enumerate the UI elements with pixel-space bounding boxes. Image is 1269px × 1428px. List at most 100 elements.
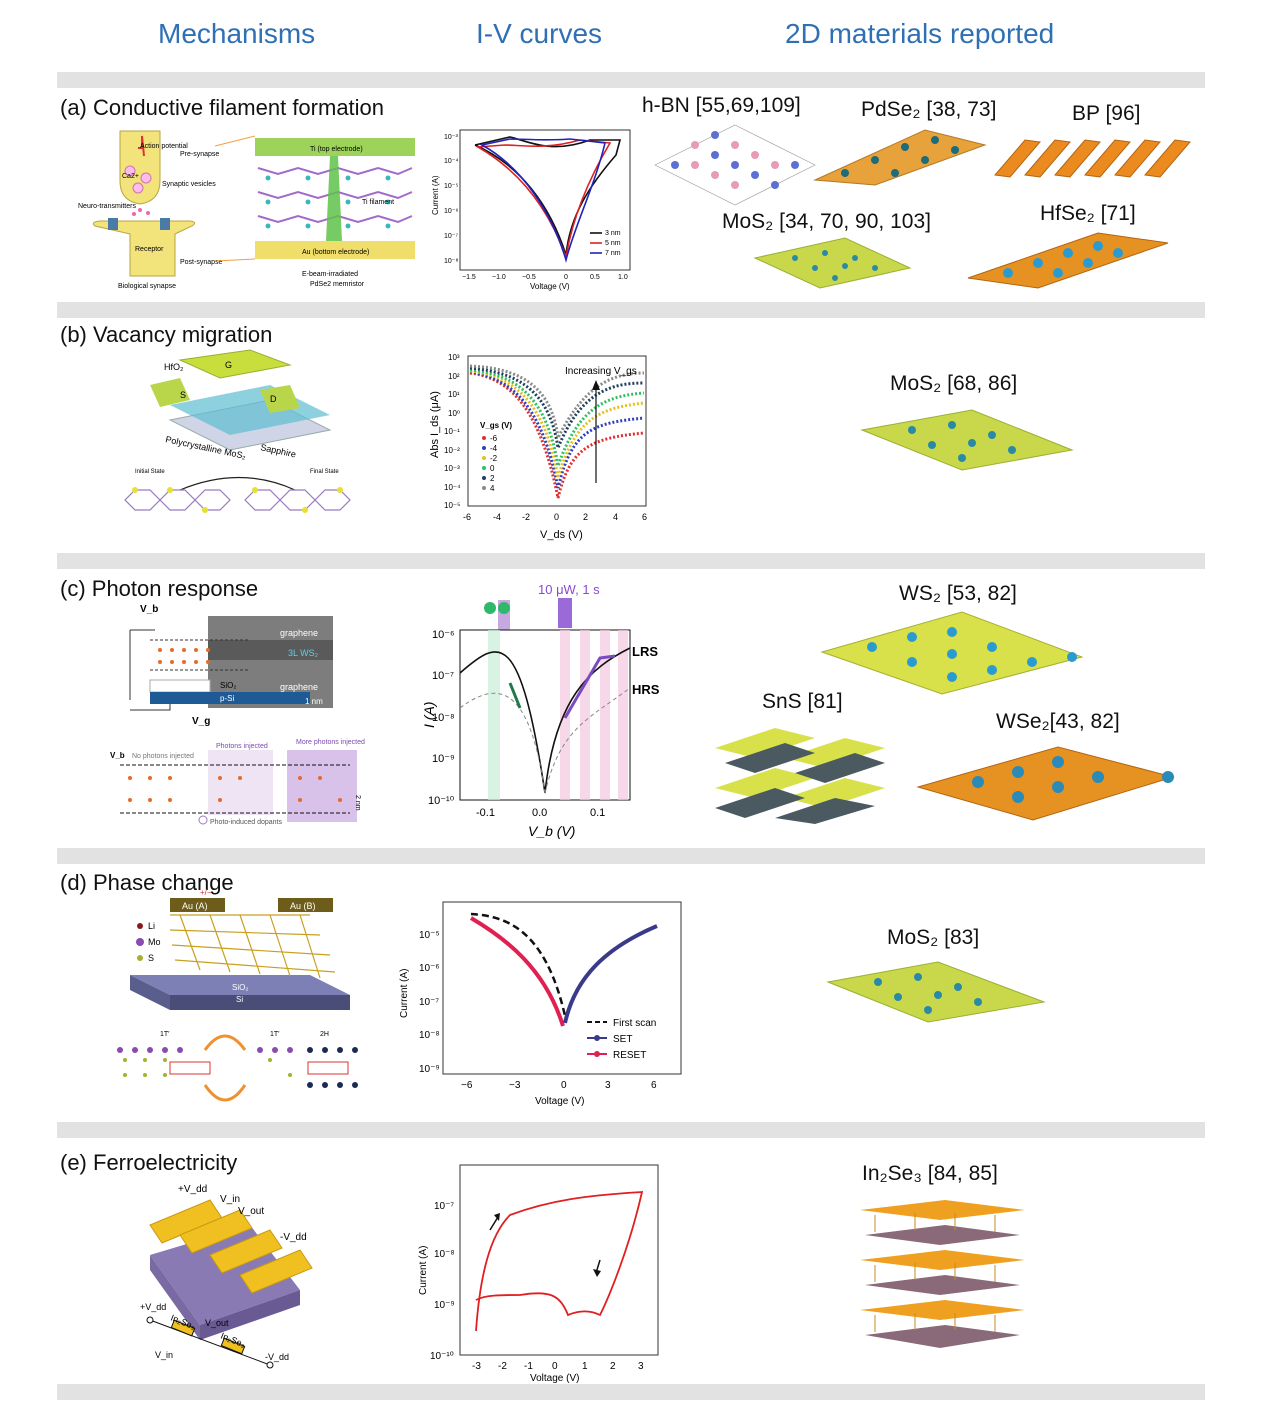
plot-a-ytick-2: 10⁻⁵: [444, 183, 458, 190]
mech-a-label-9: Ti filament: [362, 199, 394, 206]
separator-cd: [57, 848, 1205, 864]
mech-c-label-13: Photo-induced dopants: [210, 819, 282, 826]
drain-electrode: [260, 385, 300, 413]
plot-d-xtick-3: 3: [605, 1080, 611, 1091]
plot-b-legend-2: -2: [490, 454, 498, 463]
plot-e-xtick-2: -1: [524, 1361, 533, 1372]
plot-b-ytick-2: 10¹: [448, 390, 460, 399]
plot-c-xticks: -0.1 0.0 0.1: [476, 807, 605, 819]
mech-b-label-1: G: [225, 360, 232, 370]
mos2-layer-stack: [169, 914, 336, 979]
material-b-0: MoS₂ [68, 86]: [890, 372, 1018, 395]
mech-e-label-1: V_in: [220, 1194, 240, 1205]
material-a-2: BP [96]: [1072, 102, 1141, 125]
mech-b-label-0: HfO₂: [164, 362, 184, 372]
pdse2-atoms: [265, 175, 391, 229]
plot-d-legend: First scan SET RESET: [587, 1018, 656, 1061]
separator-bottom: [57, 1384, 1205, 1400]
plot-e-xtick-5: 2: [610, 1361, 616, 1372]
plot-b-legend-4: 2: [490, 474, 495, 483]
mech-e-label-9: V_in: [155, 1350, 173, 1360]
plot-a-xlabel: Voltage (V): [530, 282, 570, 291]
mech-e-label-4: +V_dd: [140, 1302, 166, 1312]
mech-a-label-12: PdSe2 memristor: [310, 281, 365, 288]
mech-d-label-9: 1T′: [270, 1031, 280, 1038]
mos2-structure-b: [860, 409, 1074, 471]
plot-d-set-curve: [563, 924, 658, 1024]
presynapse-shape: [119, 130, 161, 205]
mech-b-label-7: Final State: [310, 469, 339, 475]
plot-e-frame: [459, 1164, 659, 1356]
mos2-structure-a: [753, 237, 912, 289]
plot-d-xlabel: Voltage (V): [535, 1096, 584, 1107]
mech-b-label-2: S: [180, 390, 186, 400]
plot-e-hysteresis-loop: [475, 1191, 644, 1332]
psi-substrate: [150, 692, 310, 704]
plot-a-curve-7nm: [479, 138, 606, 263]
mech-a-label-4: Neuro-transmitters: [78, 203, 136, 210]
separator-de: [57, 1122, 1205, 1138]
mech-a-label-6: Post-synapse: [180, 259, 223, 266]
plot-d-reset-curve: [469, 916, 565, 1027]
material-c-0: WS₂ [53, 82]: [899, 582, 1017, 605]
plot-c-ylabel: I (A): [421, 702, 437, 728]
mech-c-label-10: Photons injected: [216, 743, 268, 750]
gate-electrode: [178, 349, 292, 379]
iv-plot-e: Current (A) Voltage (V) -3 -2 -1 0 1 2 3…: [418, 1164, 659, 1384]
plot-d-ytick-0: 10⁻⁵: [419, 930, 440, 941]
row-title-e: (e) Ferroelectricity: [60, 1150, 238, 1175]
mech-a-label-7: Biological synapse: [118, 283, 176, 290]
iv-plot-a: Current (A) Voltage (V) −1.5 −1.0 −0.5 0…: [431, 129, 631, 291]
plot-a-legend-0: 3 nm: [605, 230, 621, 237]
mech-e-label-3: -V_dd: [280, 1232, 307, 1243]
mech-c-label-6: 1 nm: [305, 697, 323, 706]
plot-a-frame: [459, 129, 631, 271]
plot-e-xlabel: Voltage (V): [530, 1373, 579, 1384]
plot-a-xtick-5: 1.0: [618, 274, 628, 281]
lattice-left: [124, 489, 231, 511]
mech-c-label-8: V_b: [110, 751, 125, 760]
mech-a-label-0: Action potential: [140, 143, 188, 150]
plot-b-legend-5: 4: [490, 484, 495, 493]
wse2-structure: [916, 746, 1175, 821]
mech-d-label-5: S: [148, 953, 154, 963]
mech-c-label-11: More photons injected: [296, 739, 365, 746]
ws2-lattice-stack: [150, 639, 250, 671]
mechanism-diagram-e: +V_dd V_in V_out -V_dd +V_dd In₂Se₃ V_ou…: [140, 1184, 313, 1369]
mech-b-label-3: D: [270, 394, 277, 404]
material-e-0: In₂Se₃ [84, 85]: [862, 1162, 998, 1185]
pdse2-structure: [813, 129, 987, 186]
plot-d-legend-2: RESET: [613, 1050, 646, 1061]
plot-a-legend-1: 5 nm: [605, 240, 621, 247]
electrode-2: [179, 1209, 253, 1254]
mechanism-e-top-labels: +V_dd V_in V_out -V_dd: [178, 1184, 307, 1243]
plot-d-ytick-4: 10⁻⁹: [419, 1064, 440, 1075]
mech-a-label-1: Pre-synapse: [180, 151, 219, 158]
separator-bc: [57, 553, 1205, 569]
plot-e-ytick-3: 10⁻¹⁰: [430, 1351, 454, 1362]
plot-a-legend-2: 7 nm: [605, 250, 621, 257]
mech-d-label-4: Mo: [148, 937, 161, 947]
plot-b-legend-title: V_gs (V): [480, 421, 512, 430]
plot-b-annotation: Increasing V_gs: [565, 366, 637, 377]
plot-d-xtick-2: 0: [561, 1080, 567, 1091]
plot-d-ylabel: Current (A): [399, 969, 410, 1018]
plot-b-legend-3: 0: [490, 464, 495, 473]
plot-d-ytick-3: 10⁻⁸: [419, 1030, 440, 1041]
sns-structure: [715, 728, 885, 824]
material-a-1: PdSe₂ [38, 73]: [861, 98, 997, 121]
plot-c-yticks: 10⁻⁶ 10⁻⁷ 10⁻⁸ 10⁻⁹ 10⁻¹⁰: [428, 629, 455, 807]
plot-e-ylabel: Current (A): [418, 1246, 429, 1295]
source-electrode: [150, 378, 190, 407]
plot-b-ytick-3: 10⁰: [448, 409, 460, 418]
plot-b-xtick-3: 0: [554, 512, 559, 522]
separator-top: [57, 72, 1205, 88]
plot-b-xtick-4: 2: [583, 512, 588, 522]
plot-c-xlabel: V_b (V): [528, 823, 575, 839]
plot-e-xtick-0: -3: [472, 1361, 481, 1372]
mech-e-label-2: V_out: [238, 1206, 264, 1217]
mech-c-label-1: graphene: [280, 628, 318, 638]
mech-d-label-1: Au (B): [290, 901, 316, 911]
plot-c-ytick-1: 10⁻⁷: [432, 670, 454, 682]
plot-d-legend-0: First scan: [613, 1018, 656, 1029]
